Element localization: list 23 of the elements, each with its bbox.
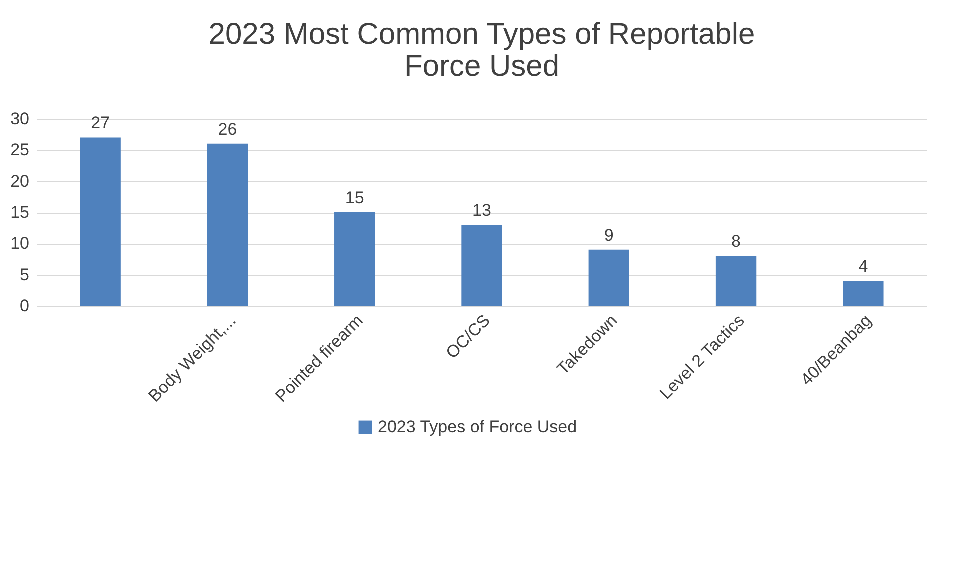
y-tick-label: 5 xyxy=(20,265,30,284)
y-tick-label: 0 xyxy=(20,296,30,316)
data-label: 27 xyxy=(91,114,110,133)
bar xyxy=(207,144,248,306)
data-label: 13 xyxy=(472,200,492,220)
y-tick-label: 15 xyxy=(10,203,30,222)
data-label: 4 xyxy=(858,257,868,276)
chart-title: 2023 Most Common Types of Reportable Force Used xyxy=(208,18,756,83)
bar xyxy=(334,212,376,306)
y-tick-label: 25 xyxy=(10,140,30,160)
bar xyxy=(588,250,630,306)
bar xyxy=(843,281,884,306)
bar xyxy=(80,138,121,306)
data-label: 9 xyxy=(604,226,614,245)
data-label: 15 xyxy=(345,188,364,208)
data-label: 26 xyxy=(218,120,238,139)
legend-label: 2023 Types of Force Used xyxy=(378,418,578,436)
data-label: 8 xyxy=(732,232,742,252)
bar xyxy=(462,224,502,306)
y-tick-label: 10 xyxy=(10,234,30,254)
y-tick-label: 30 xyxy=(10,110,30,128)
y-tick-label: 20 xyxy=(10,172,30,191)
bar xyxy=(716,256,757,306)
